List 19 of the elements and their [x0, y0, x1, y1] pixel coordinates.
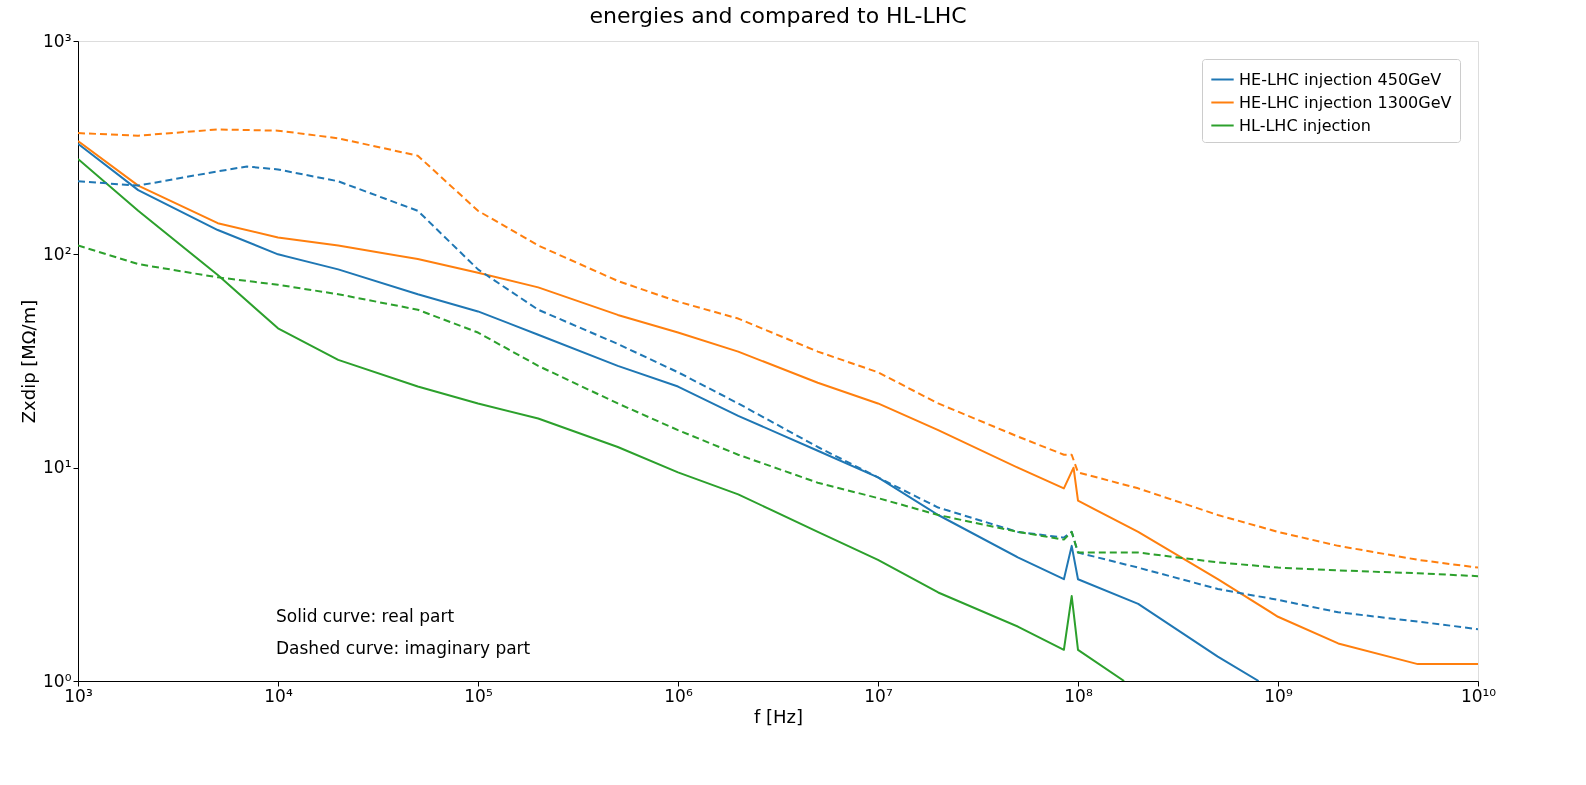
x-tick-label: 10⁹	[1264, 685, 1293, 706]
y-tick-label: 10¹	[43, 457, 72, 478]
y-tick-label: 10²	[43, 243, 72, 264]
x-tick-label: 10³	[64, 685, 93, 706]
legend-label: HE-LHC injection 450GeV	[1239, 69, 1442, 89]
x-tick-label: 10⁶	[664, 685, 693, 706]
x-tick-label: 10¹⁰	[1460, 685, 1497, 706]
chart-title: energies and compared to HL-LHC	[589, 3, 967, 28]
annotation: Solid curve: real part	[276, 606, 455, 626]
x-tick-label: 10⁴	[264, 685, 293, 706]
annotation: Dashed curve: imaginary part	[276, 638, 531, 658]
x-tick-label: 10⁷	[864, 685, 893, 706]
y-axis-title: Zxdip [MΩ/m]	[18, 299, 40, 424]
x-tick-label: 10⁵	[464, 685, 493, 706]
y-tick-label: 10³	[43, 30, 72, 51]
x-axis-title: f [Hz]	[753, 705, 804, 727]
legend-label: HE-LHC injection 1300GeV	[1239, 92, 1452, 112]
x-tick-label: 10⁸	[1064, 685, 1093, 706]
legend-label: HL-LHC injection	[1239, 115, 1371, 135]
